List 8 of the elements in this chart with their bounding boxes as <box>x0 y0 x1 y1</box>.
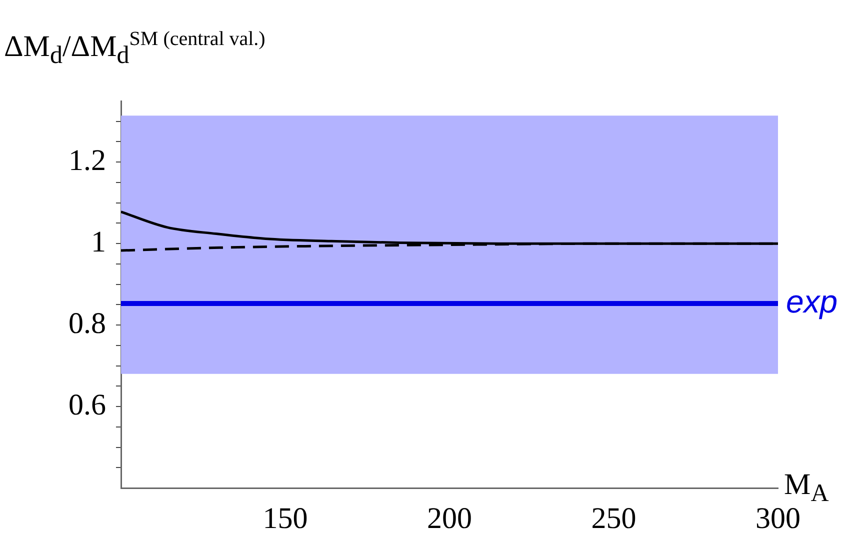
x-tick-label: 150 <box>262 502 308 535</box>
x-tick-label: 250 <box>591 502 636 535</box>
y-tick-label: 0.8 <box>68 306 106 340</box>
ref-line-label: exp <box>786 283 838 320</box>
x-tick-label: 200 <box>427 502 472 535</box>
y-tick-label: 0.6 <box>68 388 106 422</box>
y-tick-label: 1 <box>91 225 106 258</box>
y-tick-label: 1.2 <box>68 144 106 177</box>
